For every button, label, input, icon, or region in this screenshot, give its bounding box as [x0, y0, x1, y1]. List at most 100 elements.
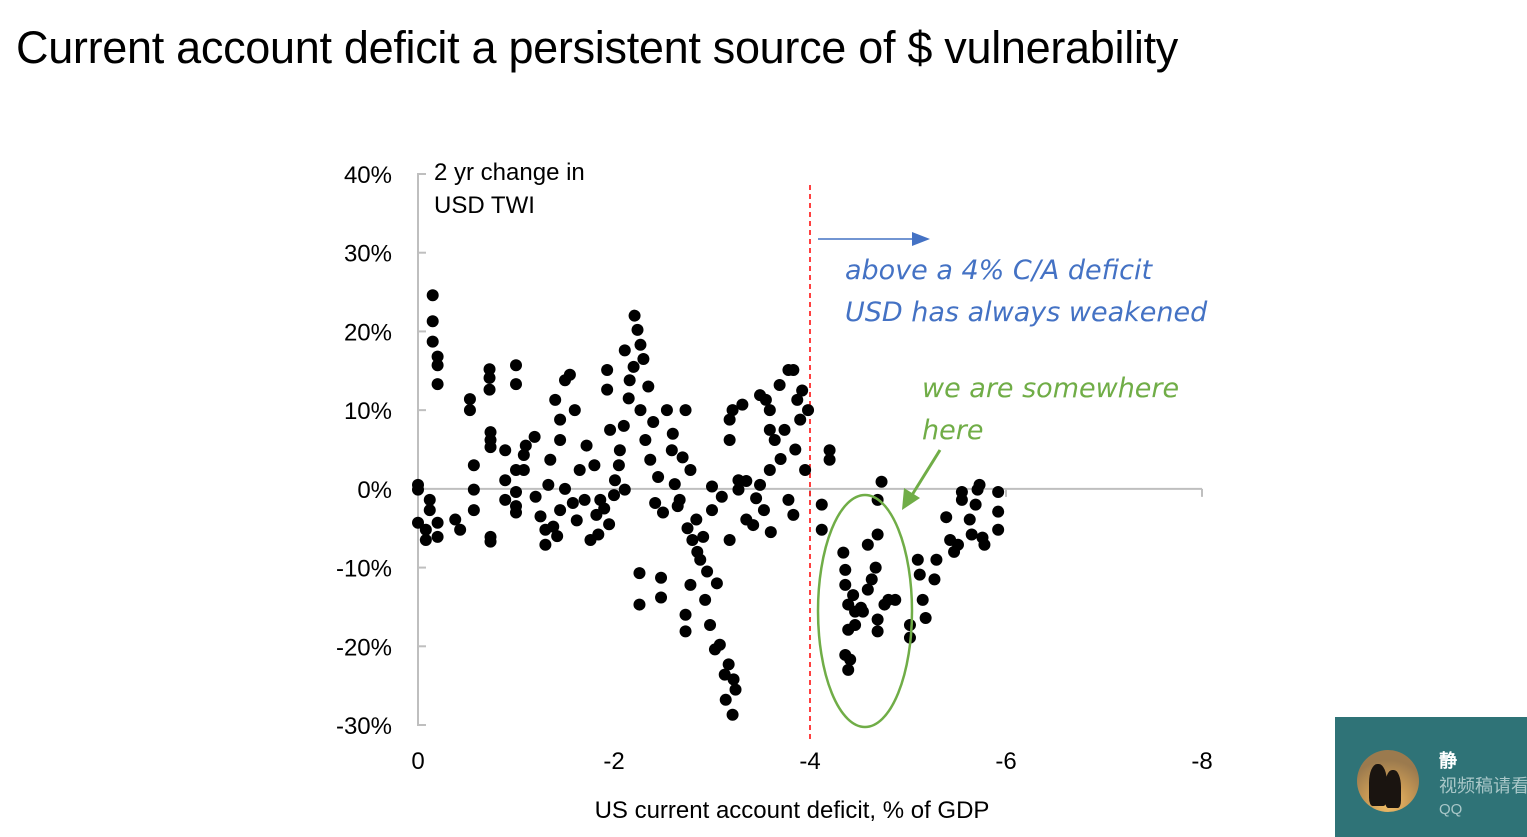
data-point [778, 423, 791, 436]
data-point [706, 504, 718, 517]
data-point [652, 471, 665, 484]
y-tick-label: -30% [336, 713, 392, 740]
data-point [628, 309, 641, 322]
data-point [747, 519, 760, 532]
data-point [510, 506, 522, 519]
y-tick-label: -20% [336, 634, 392, 661]
data-point [889, 593, 902, 606]
data-point [839, 578, 852, 591]
data-point [768, 434, 781, 447]
data-point [499, 474, 512, 487]
data-point [666, 427, 679, 440]
y-tick-label: 30% [344, 241, 392, 268]
y-tick-label: 40% [344, 162, 392, 189]
data-point [679, 625, 692, 638]
data-point [764, 526, 777, 539]
data-point [660, 404, 673, 417]
data-point [799, 463, 812, 476]
data-point [588, 459, 601, 472]
data-point [668, 478, 681, 491]
data-point [542, 478, 555, 491]
data-point [544, 453, 557, 466]
data-point [815, 523, 828, 536]
data-point [618, 344, 631, 357]
data-point [787, 508, 800, 521]
data-point [697, 530, 710, 543]
data-point [618, 483, 631, 496]
data-point [639, 434, 652, 447]
data-point [759, 393, 772, 406]
data-point [499, 493, 512, 506]
data-point [718, 668, 731, 681]
data-point [617, 419, 630, 432]
data-point [787, 363, 800, 376]
y-axis-label-line2: USD TWI [434, 192, 535, 219]
y-tick-label: -10% [336, 556, 392, 583]
data-point [815, 498, 828, 511]
data-point [913, 568, 926, 581]
data-point [690, 513, 703, 526]
data-point [729, 683, 742, 696]
data-point [580, 439, 593, 452]
data-point [431, 359, 444, 372]
data-point [603, 518, 616, 531]
data-point [973, 478, 986, 491]
data-point [871, 625, 884, 638]
data-point [849, 619, 862, 632]
data-point [701, 565, 714, 578]
data-point [875, 475, 888, 488]
data-point [782, 493, 795, 506]
data-point [573, 463, 586, 476]
data-point [951, 538, 964, 551]
data-point [598, 502, 611, 515]
data-point [965, 528, 978, 541]
data-point [928, 573, 941, 586]
data-point [608, 474, 621, 487]
data-point [559, 482, 571, 495]
data-point [774, 452, 787, 465]
data-point [679, 608, 692, 621]
x-tick-label: -4 [799, 748, 820, 775]
data-point [412, 483, 424, 496]
data-point [710, 577, 723, 590]
data-point [637, 352, 650, 365]
data-point [699, 593, 712, 606]
data-point [568, 404, 581, 417]
data-point [423, 504, 436, 517]
data-point [842, 663, 855, 676]
data-point [940, 511, 953, 524]
data-point [551, 530, 564, 543]
data-point [726, 404, 739, 417]
data-point [483, 383, 496, 396]
data-point [823, 453, 836, 466]
data-point [623, 374, 636, 387]
data-point [978, 538, 991, 551]
data-point [723, 534, 736, 547]
data-point [847, 589, 860, 602]
data-point [963, 513, 976, 526]
data-point [612, 459, 625, 472]
data-point [732, 483, 745, 496]
data-point [715, 490, 728, 503]
data-point [634, 338, 647, 351]
data-point [549, 393, 562, 406]
data-point [992, 523, 1005, 536]
data-point [871, 528, 884, 541]
x-tick-label: -6 [995, 748, 1016, 775]
data-point [763, 423, 776, 436]
qq-notification[interactable]: 静 视频稿请看 QQ [1335, 717, 1527, 837]
data-point [679, 404, 692, 417]
data-point [719, 693, 732, 706]
data-point [791, 393, 804, 406]
data-point [686, 534, 699, 547]
data-point [930, 553, 943, 566]
data-point [750, 492, 763, 505]
data-point [412, 516, 424, 529]
x-axis-label: US current account deficit, % of GDP [595, 797, 990, 824]
data-point [665, 444, 678, 457]
data-point [563, 368, 576, 381]
data-point [691, 545, 704, 558]
data-point [684, 463, 697, 476]
data-point [534, 510, 547, 523]
